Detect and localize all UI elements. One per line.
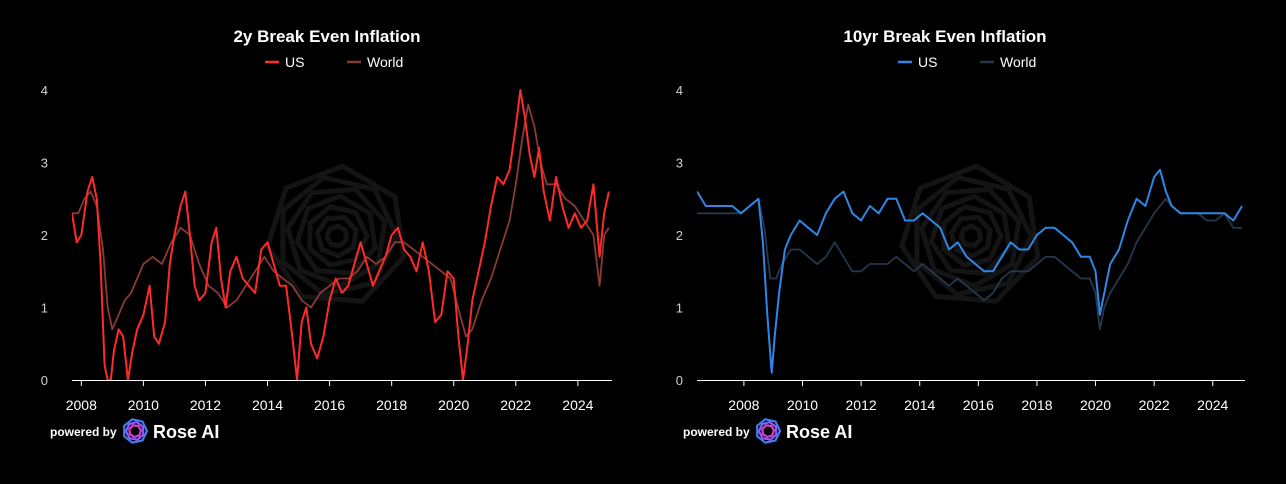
series-line-world: [72, 103, 610, 338]
y-tick-label: 2: [676, 228, 683, 243]
watermark-logo-icon: [264, 163, 407, 304]
y-tick-label: 0: [41, 373, 48, 388]
chart-panel-1: 2y Break Even Inflation US World 0 1 2 3 4 2008 2…: [41, 27, 612, 444]
x-tick-label: 2014: [904, 397, 935, 413]
x-tick-label: 2022: [1139, 397, 1170, 413]
x-tick-label: 2008: [66, 397, 97, 413]
y-tick-label: 4: [41, 83, 48, 98]
x-tick-label: 2014: [252, 397, 283, 413]
brand: powered by Rose AI: [50, 418, 219, 444]
y-tick-label: 1: [676, 301, 683, 316]
chart-panel-2: 10yr Break Even Inflation US World 0 1 2 3 4 200…: [676, 27, 1245, 444]
x-tick-label: 2012: [846, 397, 877, 413]
rose-ai-logo-icon: [756, 418, 782, 444]
brand-name: Rose AI: [786, 422, 852, 442]
y-tick-label: 3: [676, 156, 683, 171]
legend-label-us: US: [918, 54, 937, 70]
series-line-us: [72, 89, 610, 380]
x-tick-label: 2024: [1197, 397, 1228, 413]
x-tick-label: 2018: [376, 397, 407, 413]
x-tick-label: 2012: [190, 397, 221, 413]
brand-prefix: powered by: [683, 425, 750, 439]
y-tick-label: 4: [676, 83, 683, 98]
x-tick-label: 2010: [128, 397, 159, 413]
legend-label-world: World: [367, 54, 403, 70]
x-tick-label: 2016: [963, 397, 994, 413]
chart-title: 2y Break Even Inflation: [233, 27, 420, 46]
y-tick-label: 0: [676, 373, 683, 388]
legend: US World: [265, 54, 403, 70]
y-tick-label: 3: [41, 156, 48, 171]
x-tick-label: 2018: [1021, 397, 1052, 413]
x-tick-label: 2016: [314, 397, 345, 413]
x-tick-label: 2020: [1080, 397, 1111, 413]
brand: powered by Rose AI: [683, 418, 852, 444]
x-tick-label: 2020: [438, 397, 469, 413]
series-line-us: [697, 168, 1243, 374]
legend-label-world: World: [1000, 54, 1036, 70]
legend: US World: [898, 54, 1036, 70]
x-tick-label: 2010: [787, 397, 818, 413]
x-tick-label: 2022: [500, 397, 531, 413]
rose-ai-logo-icon: [123, 418, 149, 444]
chart-title: 10yr Break Even Inflation: [843, 27, 1046, 46]
brand-name: Rose AI: [153, 422, 219, 442]
x-tick-label: 2024: [562, 397, 593, 413]
legend-label-us: US: [285, 54, 304, 70]
y-tick-label: 1: [41, 301, 48, 316]
x-tick-label: 2008: [728, 397, 759, 413]
brand-prefix: powered by: [50, 425, 117, 439]
y-tick-label: 2: [41, 228, 48, 243]
watermark-logo-icon: [898, 163, 1041, 304]
